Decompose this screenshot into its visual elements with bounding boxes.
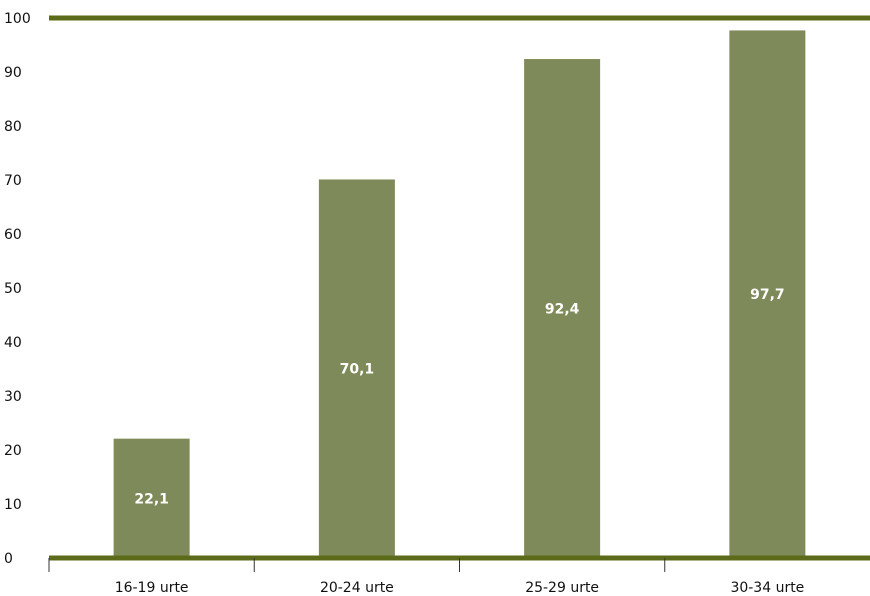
bar [318,179,395,558]
y-tick-label: 0 [4,551,13,567]
x-category-label: 25-29 urte [525,580,599,596]
y-tick-label: 20 [4,443,22,459]
data-label: 70,1 [340,362,375,378]
x-axis-ticks [48,558,666,572]
y-tick-label: 90 [4,65,22,81]
bar [729,30,806,559]
y-tick-label: 70 [4,173,22,189]
x-category-label: 16-19 urte [115,580,189,596]
bars [113,30,806,559]
data-label: 97,7 [750,287,785,303]
y-tick-label: 10 [4,497,22,513]
y-tick-label: 100 [4,11,31,27]
data-label: 22,1 [134,491,169,507]
x-category-label: 20-24 urte [320,580,394,596]
y-tick-label: 50 [4,281,22,297]
data-labels: 22,1 70,1 92,4 97,7 [134,287,784,507]
y-tick-label: 60 [4,227,22,243]
x-axis-category-labels: 16-19 urte 20-24 urte 25-29 urte 30-34 urte [115,580,805,596]
y-tick-label: 30 [4,389,22,405]
bar [524,59,601,558]
y-tick-label: 40 [4,335,22,351]
x-category-label: 30-34 urte [730,580,804,596]
y-tick-label: 80 [4,119,22,135]
y-axis-tick-labels: 0 10 20 30 40 50 60 70 80 90 100 [4,11,31,567]
data-label: 92,4 [545,302,580,318]
bar [113,438,190,558]
